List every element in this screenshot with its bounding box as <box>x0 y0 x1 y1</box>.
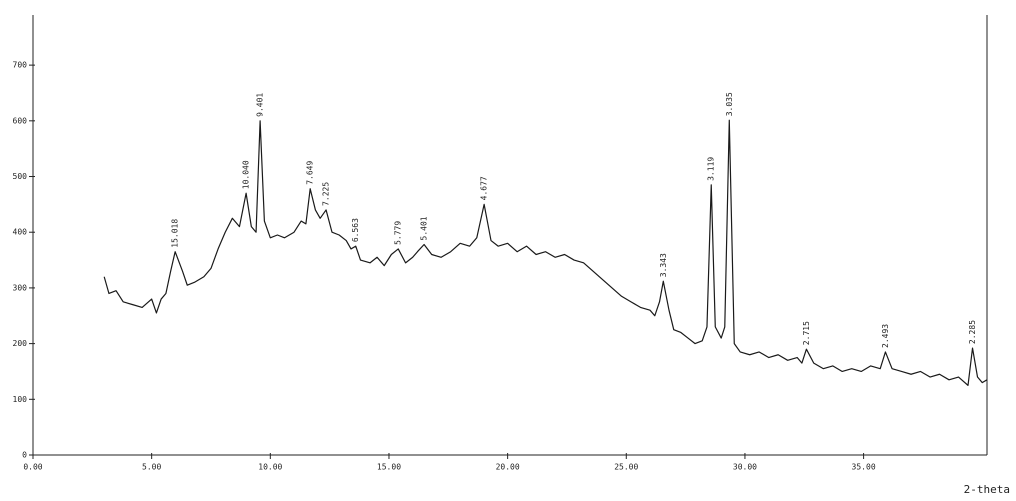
peak-label: 9.401 <box>256 93 265 117</box>
x-tick-label: 10.00 <box>258 463 282 472</box>
peak-label: 7.649 <box>306 161 315 185</box>
data-line <box>103 119 988 386</box>
y-tick-label: 500 <box>13 172 28 181</box>
peak-label: 3.343 <box>659 253 668 277</box>
peak-label: 3.119 <box>707 157 716 181</box>
peak-label: 2.285 <box>968 320 977 344</box>
peak-label: 6.563 <box>351 218 360 242</box>
y-tick-label: 400 <box>13 228 28 237</box>
y-tick-label: 600 <box>13 116 28 125</box>
y-tick-label: 200 <box>13 339 28 348</box>
peak-label: 2.715 <box>802 321 811 345</box>
x-tick-label: 30.00 <box>733 463 757 472</box>
y-tick-label: 100 <box>13 395 28 404</box>
peak-label: 10.040 <box>242 160 251 189</box>
x-tick-label: 25.00 <box>614 463 638 472</box>
y-tick-label: 700 <box>13 61 28 70</box>
x-tick-label: 15.00 <box>377 463 401 472</box>
peak-label: 4.677 <box>480 176 489 200</box>
y-tick-label: 300 <box>13 283 28 292</box>
x-axis-label: 2-theta <box>964 483 1010 496</box>
peak-label: 7.225 <box>322 182 331 206</box>
y-tick-label: 0 <box>22 451 27 460</box>
peak-label: 5.779 <box>394 221 403 245</box>
x-tick-label: 0.00 <box>23 463 42 472</box>
peak-label: 5.401 <box>420 216 429 240</box>
peak-label: 15.018 <box>171 219 180 248</box>
peak-label: 2.493 <box>881 324 890 348</box>
x-tick-label: 20.00 <box>496 463 520 472</box>
x-tick-label: 35.00 <box>852 463 876 472</box>
peak-label: 3.035 <box>725 92 734 116</box>
x-tick-label: 5.00 <box>142 463 161 472</box>
